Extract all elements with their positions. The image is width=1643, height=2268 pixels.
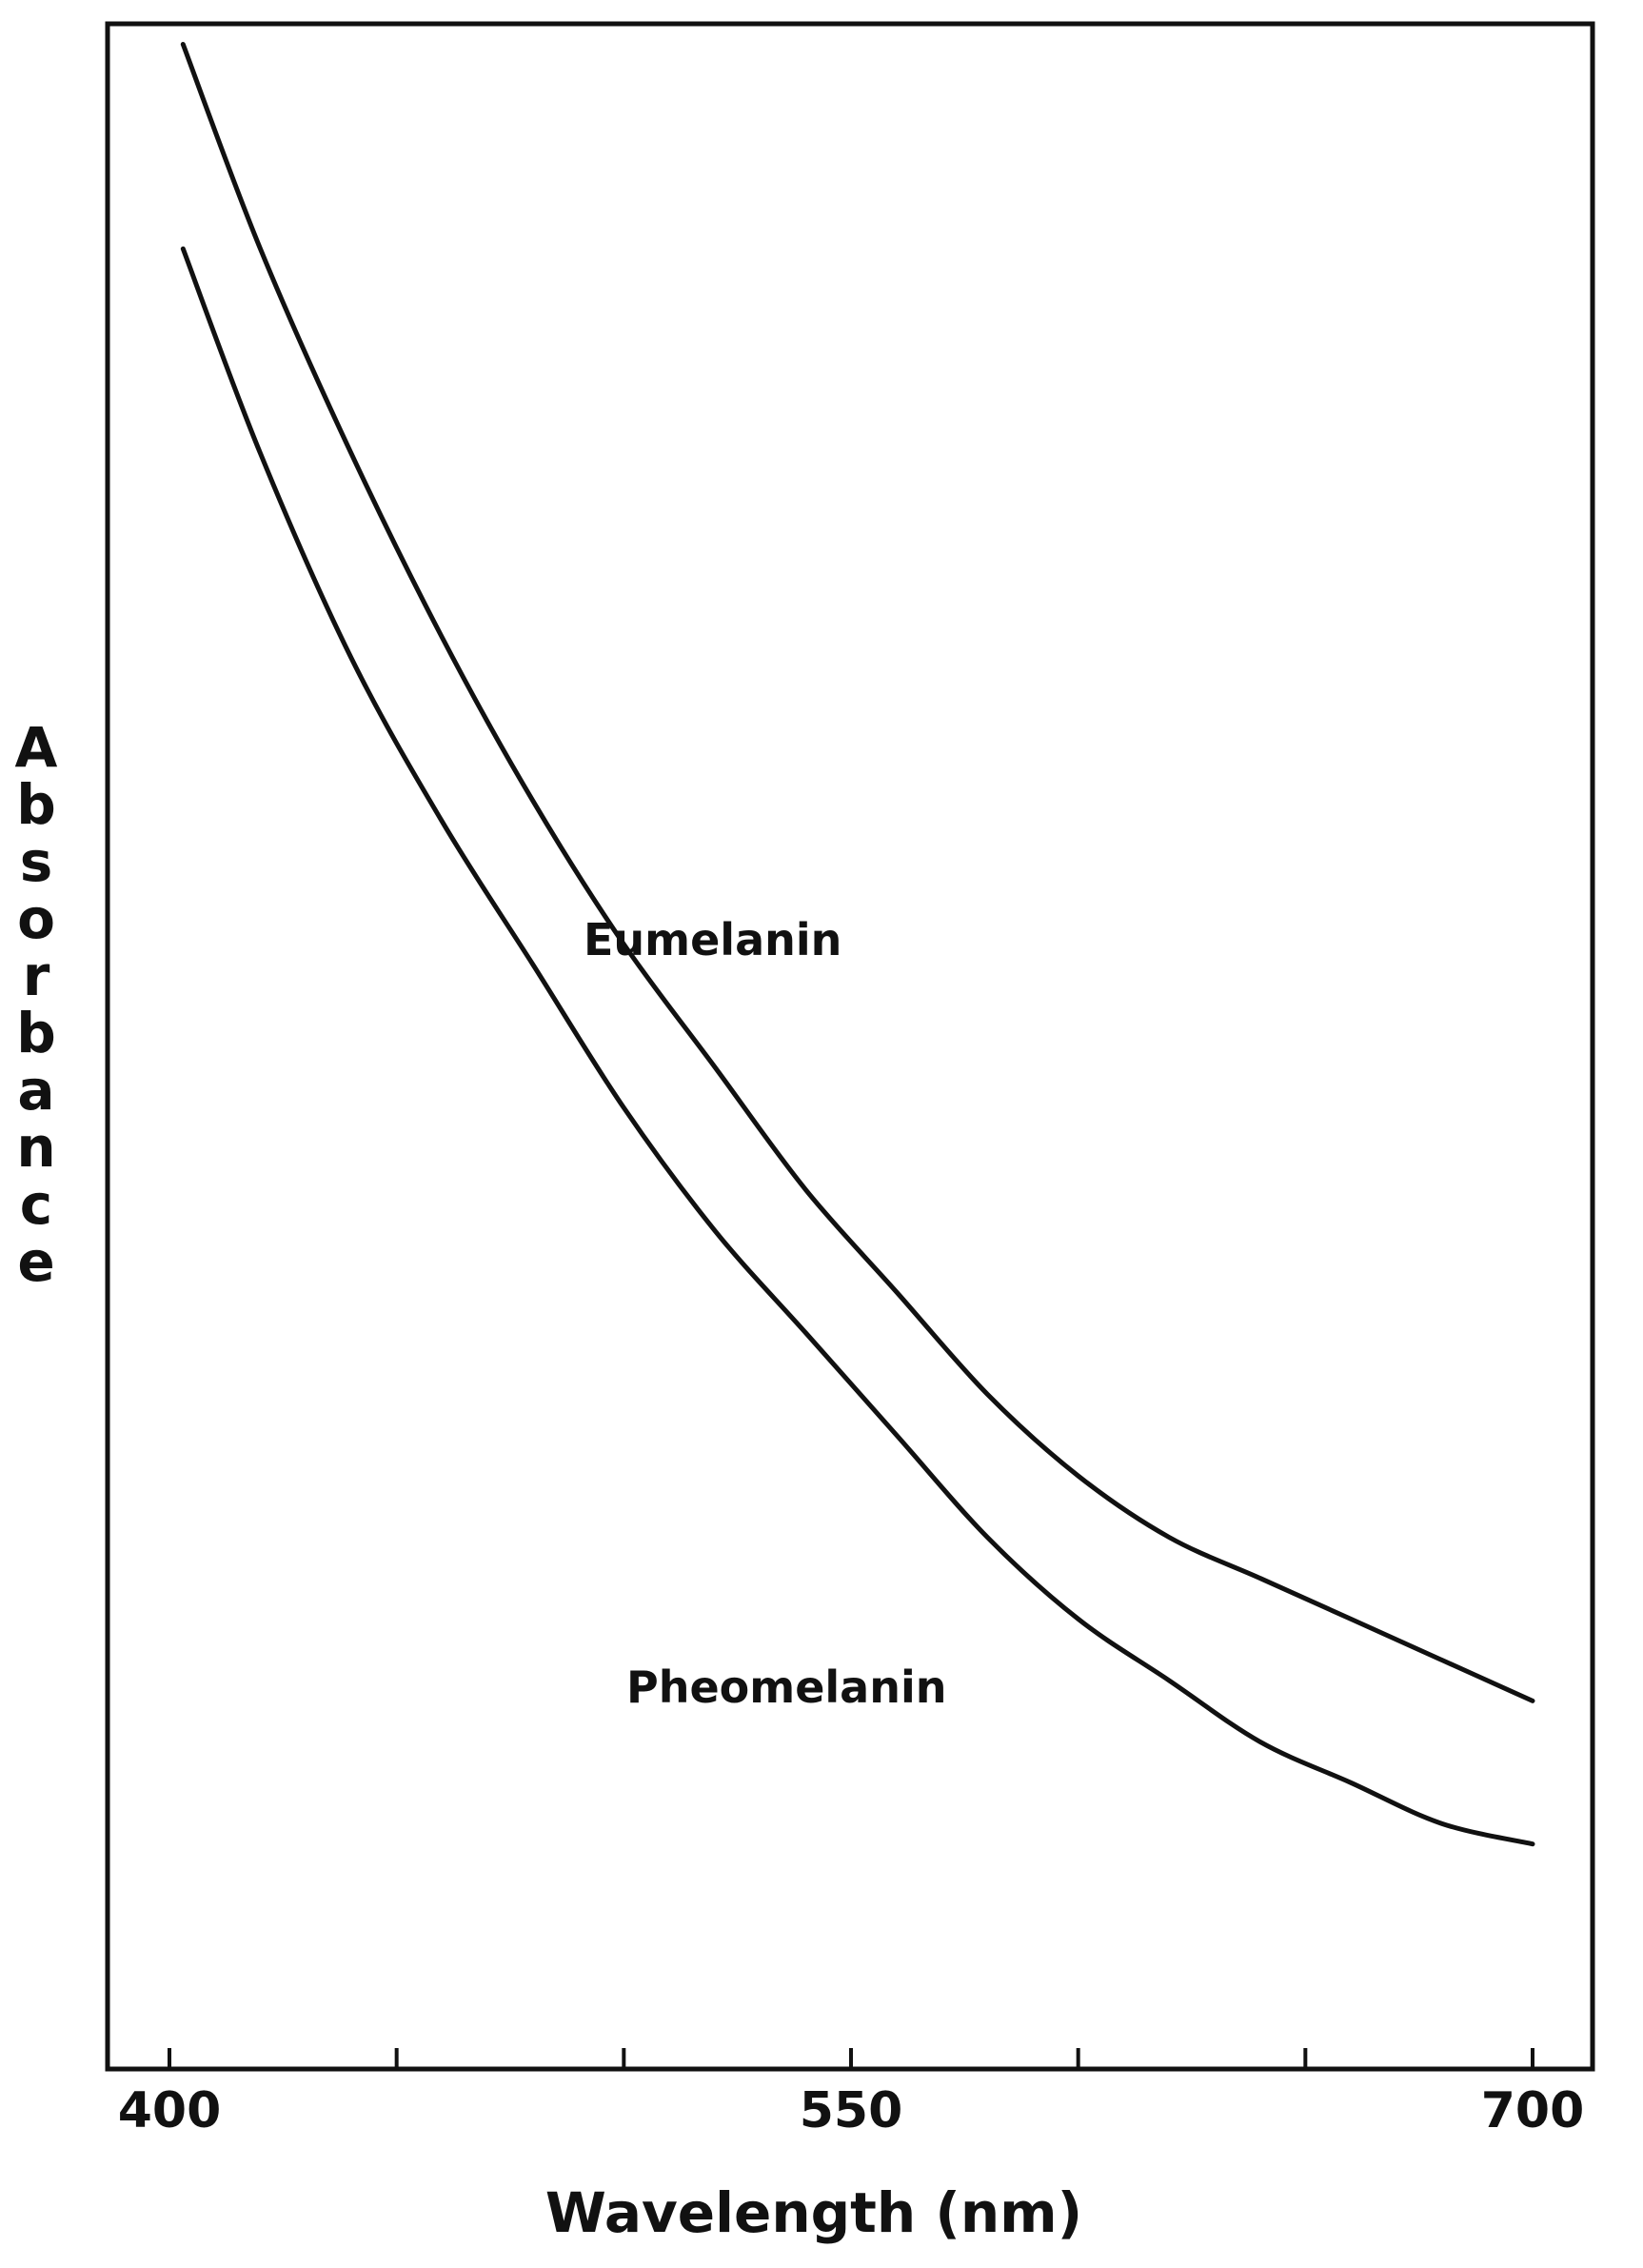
x-tick-label-400: 400 xyxy=(118,2082,222,2139)
series-label-eumelanin: Eumelanin xyxy=(584,914,841,965)
series-line-pheomelanin xyxy=(180,246,1535,1847)
x-tick-label-700: 700 xyxy=(1481,2082,1585,2139)
x-tick-label-550: 550 xyxy=(800,2082,903,2139)
series-label-pheomelanin: Pheomelanin xyxy=(626,1661,946,1713)
x-axis-label: Wavelength (nm) xyxy=(545,2180,1082,2245)
plot-frame xyxy=(105,21,1595,2072)
series-line-eumelanin xyxy=(180,42,1535,1703)
x-axis-ticks xyxy=(168,2048,1534,2069)
series-lines xyxy=(180,42,1535,1847)
